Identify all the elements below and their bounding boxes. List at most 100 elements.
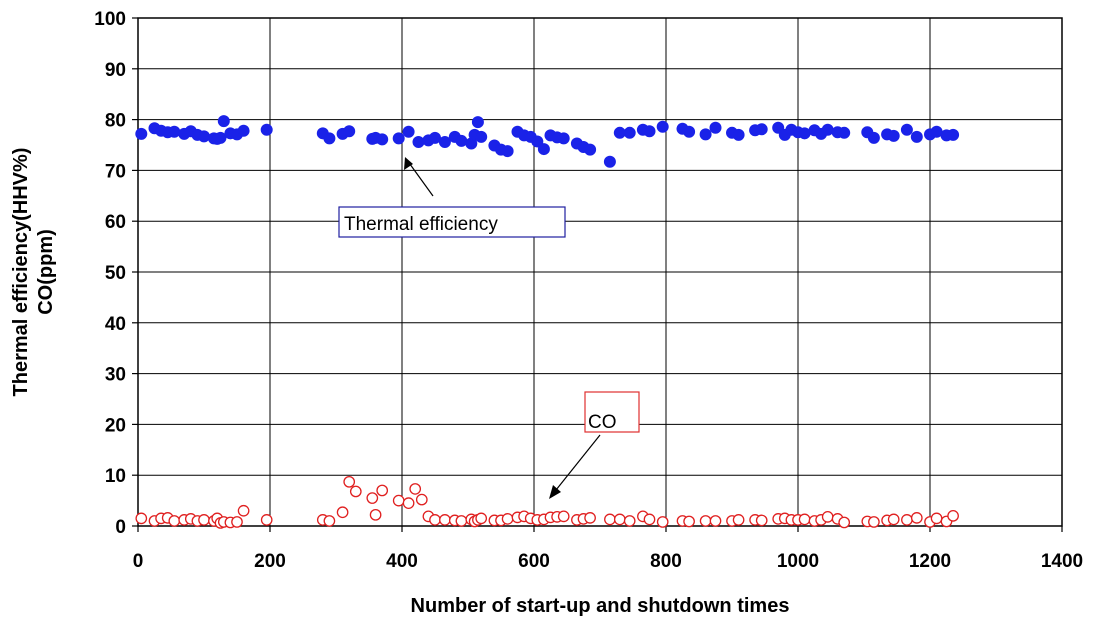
data-point-co bbox=[868, 516, 880, 528]
data-point-thermal-efficiency bbox=[537, 143, 550, 156]
data-point-thermal-efficiency bbox=[376, 133, 389, 146]
data-point-co bbox=[643, 513, 656, 526]
data-point-co bbox=[709, 515, 722, 527]
data-point-co bbox=[901, 514, 913, 526]
data-point-co bbox=[930, 512, 943, 525]
x-tick-label: 200 bbox=[254, 551, 286, 572]
data-point-thermal-efficiency bbox=[838, 126, 851, 139]
data-point-co bbox=[604, 513, 616, 526]
data-point-thermal-efficiency bbox=[429, 131, 441, 144]
data-point-co bbox=[699, 515, 712, 527]
data-point-thermal-efficiency bbox=[438, 135, 451, 148]
data-point-thermal-efficiency bbox=[501, 145, 514, 158]
y-tick-label: 30 bbox=[105, 365, 126, 386]
y-axis-title-line2: CO(ppm) bbox=[35, 229, 57, 315]
data-point-thermal-efficiency bbox=[603, 155, 616, 168]
data-point-thermal-efficiency bbox=[237, 124, 250, 137]
data-point-co bbox=[910, 512, 923, 524]
data-point-thermal-efficiency bbox=[260, 123, 273, 136]
data-point-co bbox=[369, 508, 382, 521]
data-point-co bbox=[798, 513, 811, 526]
y-tick-label: 60 bbox=[105, 212, 126, 233]
x-tick-label: 800 bbox=[650, 551, 682, 572]
data-point-co bbox=[402, 497, 415, 509]
x-tick-label: 0 bbox=[133, 551, 144, 572]
data-point-thermal-efficiency bbox=[168, 125, 181, 138]
callout-label-co: CO bbox=[588, 412, 617, 433]
data-point-co bbox=[376, 484, 389, 497]
data-point-co bbox=[475, 512, 488, 525]
data-point-thermal-efficiency bbox=[471, 116, 484, 129]
data-point-co bbox=[429, 514, 441, 526]
series-co bbox=[135, 475, 959, 529]
data-point-co bbox=[584, 512, 596, 524]
data-point-thermal-efficiency bbox=[887, 129, 900, 142]
data-point-thermal-efficiency bbox=[584, 143, 597, 156]
data-point-thermal-efficiency bbox=[392, 132, 405, 145]
data-point-thermal-efficiency bbox=[323, 132, 336, 145]
data-point-thermal-efficiency bbox=[798, 127, 811, 140]
data-point-co bbox=[755, 514, 768, 527]
data-point-thermal-efficiency bbox=[755, 123, 768, 136]
series-thermal-efficiency bbox=[135, 115, 960, 168]
data-point-co bbox=[260, 514, 273, 526]
data-point-co bbox=[656, 516, 669, 528]
x-tick-label: 1400 bbox=[1041, 551, 1083, 572]
data-point-thermal-efficiency bbox=[613, 126, 626, 139]
data-point-thermal-efficiency bbox=[557, 132, 570, 145]
data-point-thermal-efficiency bbox=[455, 134, 468, 147]
data-point-co bbox=[135, 512, 148, 525]
x-tick-label: 1000 bbox=[777, 551, 819, 572]
data-point-co bbox=[392, 494, 405, 507]
data-point-thermal-efficiency bbox=[821, 123, 834, 136]
callout-box-co bbox=[584, 391, 640, 433]
data-point-thermal-efficiency bbox=[214, 131, 227, 144]
data-point-thermal-efficiency bbox=[656, 120, 669, 133]
data-point-thermal-efficiency bbox=[683, 125, 696, 138]
data-point-thermal-efficiency bbox=[867, 131, 880, 144]
y-tick-label: 10 bbox=[105, 466, 126, 487]
callout-arrow-thermal-efficiency bbox=[406, 159, 434, 197]
data-point-co bbox=[349, 485, 362, 498]
data-point-co bbox=[623, 515, 636, 527]
callout-arrowhead-co bbox=[549, 485, 561, 499]
data-point-co bbox=[947, 509, 959, 522]
data-point-co bbox=[323, 515, 336, 527]
data-point-thermal-efficiency bbox=[343, 125, 356, 138]
y-tick-label: 80 bbox=[105, 111, 126, 132]
y-tick-label: 0 bbox=[115, 517, 126, 538]
x-tick-label: 400 bbox=[386, 551, 418, 572]
data-point-co bbox=[198, 514, 210, 526]
y-tick-label: 40 bbox=[105, 314, 126, 335]
data-point-thermal-efficiency bbox=[402, 125, 415, 138]
callout-arrowhead-thermal-efficiency bbox=[404, 157, 413, 170]
data-point-thermal-efficiency bbox=[643, 125, 656, 138]
data-point-co bbox=[887, 513, 900, 526]
x-axis-ticks: 0 200 400 600 800 1000 1200 1400 bbox=[133, 526, 1083, 572]
data-point-thermal-efficiency bbox=[947, 128, 960, 141]
y-axis-ticks: 0 10 20 30 40 50 60 70 80 90 100 bbox=[94, 9, 138, 538]
data-point-co bbox=[821, 511, 834, 523]
data-point-co bbox=[336, 506, 349, 519]
data-point-co bbox=[455, 515, 468, 527]
callout-label-thermal-efficiency: Thermal efficiency bbox=[344, 214, 498, 235]
data-point-thermal-efficiency bbox=[623, 126, 636, 139]
x-tick-label: 600 bbox=[518, 551, 550, 572]
x-tick-label: 1200 bbox=[909, 551, 951, 572]
callout-box-thermal-efficiency bbox=[338, 206, 566, 238]
data-point-thermal-efficiency bbox=[709, 121, 722, 134]
data-point-co bbox=[231, 516, 243, 528]
y-tick-label: 90 bbox=[105, 60, 126, 81]
grid bbox=[138, 18, 1062, 526]
data-point-thermal-efficiency bbox=[412, 135, 425, 148]
data-point-co bbox=[557, 510, 570, 523]
data-point-thermal-efficiency bbox=[198, 130, 210, 143]
y-tick-label: 70 bbox=[105, 161, 126, 182]
data-point-thermal-efficiency bbox=[531, 135, 544, 148]
data-point-thermal-efficiency bbox=[217, 115, 230, 128]
data-point-thermal-efficiency bbox=[475, 130, 488, 143]
data-point-co bbox=[439, 514, 451, 526]
data-point-thermal-efficiency bbox=[930, 125, 943, 138]
data-point-co bbox=[415, 493, 428, 506]
